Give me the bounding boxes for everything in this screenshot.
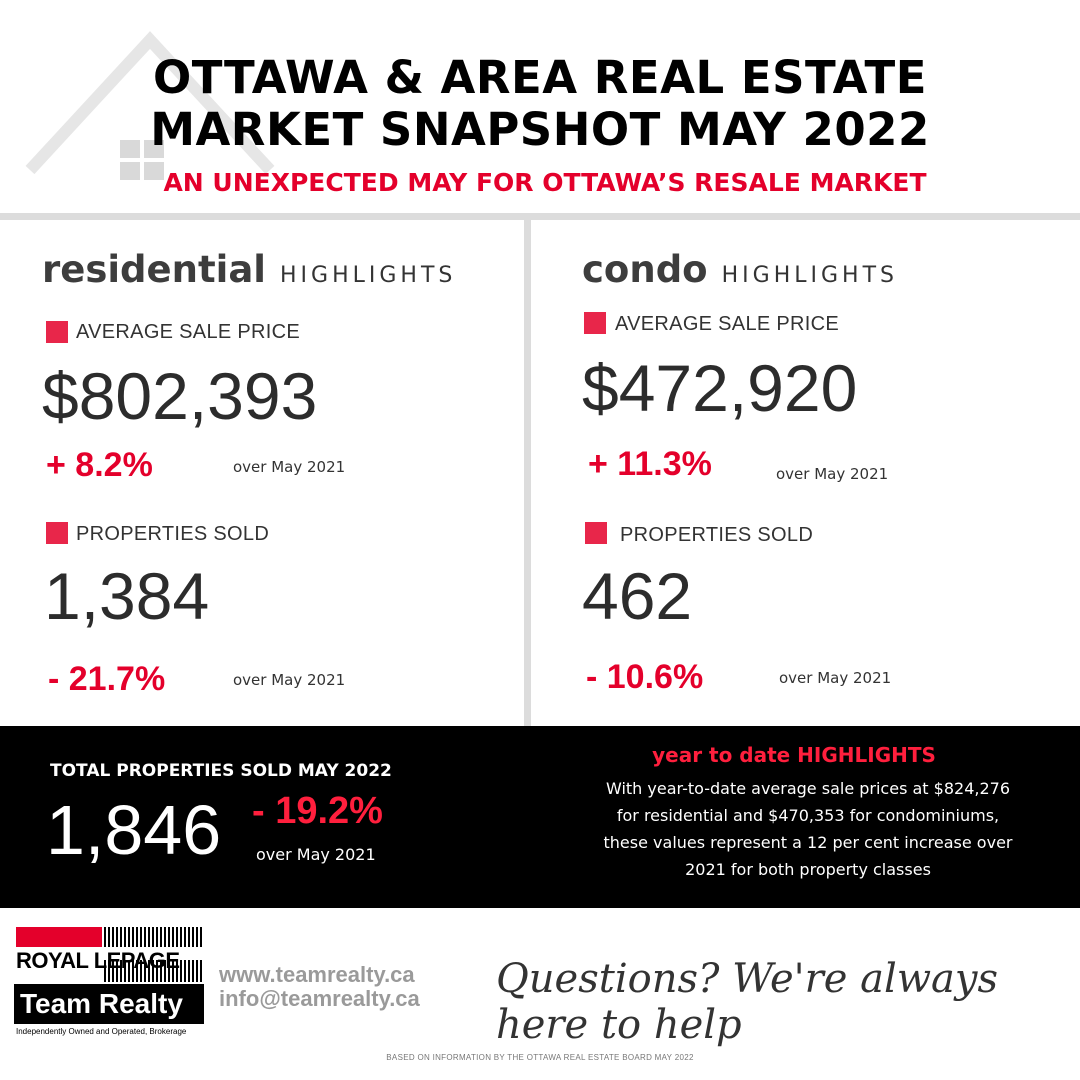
page-subtitle: AN UNEXPECTED MAY FOR OTTAWA’S RESALE MA…	[163, 168, 927, 197]
website-link[interactable]: www.teamrealty.ca	[219, 962, 415, 987]
condo-sold-change: - 10.6%	[586, 658, 704, 696]
residential-avg-price: $802,393	[42, 359, 318, 433]
total-over: over May 2021	[256, 845, 376, 864]
red-square-icon	[46, 321, 68, 343]
ytd-line: these values represent a 12 per cent inc…	[603, 833, 1013, 852]
logo-stripes	[104, 927, 202, 947]
vertical-divider	[524, 220, 531, 726]
condo-sold: 462	[582, 559, 693, 633]
tagline: Questions? We're always here to help	[496, 956, 999, 1048]
ytd-title: year to date HIGHLIGHTS	[652, 743, 936, 767]
residential-heading: residential HIGHLIGHTS	[42, 248, 456, 291]
footnote: BASED ON INFORMATION BY THE OTTAWA REAL …	[386, 1053, 694, 1062]
condo-word: condo	[582, 248, 708, 291]
page-title-line2: MARKET SNAPSHOT MAY 2022	[150, 103, 930, 156]
total-value: 1,846	[46, 791, 222, 869]
residential-avg-label: AVERAGE SALE PRICE	[76, 321, 300, 343]
condo-avg-price: $472,920	[582, 351, 858, 425]
condo-heading: condo HIGHLIGHTS	[582, 248, 898, 291]
residential-sold-change: - 21.7%	[48, 660, 166, 698]
condo-avg-over: over May 2021	[776, 465, 889, 483]
residential-highlights-label: HIGHLIGHTS	[280, 263, 457, 288]
logo-stripes	[104, 960, 202, 982]
condo-highlights-label: HIGHLIGHTS	[721, 263, 898, 288]
ytd-line: 2021 for both property classes	[685, 860, 931, 879]
residential-sold-label: PROPERTIES SOLD	[76, 523, 270, 545]
house-outline-icon	[25, 31, 275, 180]
red-square-icon	[584, 312, 606, 334]
ytd-body: With year-to-date average sale prices at…	[560, 775, 1056, 883]
residential-avg-over: over May 2021	[233, 458, 346, 476]
total-change: - 19.2%	[252, 790, 383, 832]
condo-avg-change: + 11.3%	[588, 445, 712, 483]
residential-sold: 1,384	[44, 559, 210, 633]
condo-avg-label: AVERAGE SALE PRICE	[615, 313, 839, 335]
logo-red-bar	[16, 927, 102, 947]
horizontal-divider	[0, 213, 1080, 220]
condo-sold-over: over May 2021	[779, 669, 892, 687]
total-label: TOTAL PROPERTIES SOLD MAY 2022	[50, 761, 392, 781]
condo-sold-label: PROPERTIES SOLD	[620, 524, 814, 546]
ytd-line: for residential and $470,353 for condomi…	[616, 806, 1000, 825]
contact-block: www.teamrealty.ca info@teamrealty.ca	[219, 963, 420, 1011]
red-square-icon	[585, 522, 607, 544]
residential-word: residential	[42, 248, 266, 291]
residential-avg-change: + 8.2%	[46, 446, 153, 484]
ytd-line: With year-to-date average sale prices at…	[605, 779, 1010, 798]
red-square-icon	[46, 522, 68, 544]
summary-band	[0, 726, 1080, 908]
logo-subtext: Independently Owned and Operated, Broker…	[16, 1027, 187, 1036]
email-link[interactable]: info@teamrealty.ca	[219, 986, 420, 1011]
logo-team-realty: Team Realty	[14, 984, 204, 1024]
residential-sold-over: over May 2021	[233, 671, 346, 689]
page-title-line1: OTTAWA & AREA REAL ESTATE	[153, 51, 927, 104]
